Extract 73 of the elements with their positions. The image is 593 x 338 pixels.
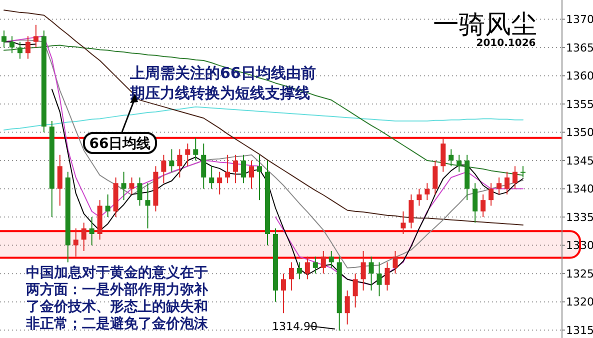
y-tick-label: 1345 xyxy=(566,154,593,168)
candlestick xyxy=(392,250,398,274)
candlestick xyxy=(9,36,14,54)
candlestick xyxy=(408,194,414,229)
candlestick xyxy=(304,256,310,280)
candlestick xyxy=(193,137,198,162)
candlestick xyxy=(344,290,350,325)
candlestick xyxy=(73,228,78,258)
candlestick xyxy=(432,160,438,195)
y-tick-label: 1365 xyxy=(566,41,593,54)
candlestick xyxy=(161,154,166,184)
candlestick xyxy=(456,154,462,172)
y-tick-label: 1350 xyxy=(566,126,593,140)
candlestick xyxy=(296,262,302,280)
candlestick xyxy=(217,171,222,195)
candlestick xyxy=(225,154,230,184)
y-tick-label: 1340 xyxy=(566,182,593,196)
candlestick xyxy=(81,222,86,252)
candlestick xyxy=(57,154,62,206)
candlestick xyxy=(249,160,254,190)
candlestick xyxy=(185,143,190,167)
y-tick-label: 1370 xyxy=(566,13,593,26)
candlestick xyxy=(209,166,214,190)
candlestick xyxy=(424,182,430,201)
candlestick xyxy=(376,262,382,297)
candlestick xyxy=(352,273,358,308)
y-tick-label: 1360 xyxy=(566,70,593,83)
y-tick-label: 1315 xyxy=(566,324,593,337)
candlestick xyxy=(480,194,486,218)
candlestick xyxy=(33,24,38,48)
candlestick xyxy=(368,256,374,292)
candlestick xyxy=(233,154,238,184)
candlestick xyxy=(177,148,182,178)
candlestick xyxy=(384,262,390,292)
annotation: 66日均线 xyxy=(89,136,151,152)
candlestick xyxy=(448,148,454,167)
candlestick xyxy=(89,216,94,246)
annotation: 1314.90 xyxy=(272,320,318,333)
y-tick-label: 1355 xyxy=(566,98,593,111)
y-tick-label: 1325 xyxy=(566,267,593,280)
candlestick xyxy=(2,30,6,48)
candlestick xyxy=(360,250,366,292)
candlestick xyxy=(520,166,526,178)
annotation: 中国加息对于黄金的意义在于两方面：一是外部作用力弥补了金价技术、形态上的缺失和非正常；二是避免了金价泡沫 xyxy=(25,264,209,332)
y-tick-label: 1320 xyxy=(566,296,593,309)
candlestick xyxy=(241,154,246,184)
candlestick xyxy=(496,176,502,195)
chart-title: 一骑风尘 xyxy=(433,10,537,40)
candlestick xyxy=(288,262,294,292)
candlestick xyxy=(17,41,22,60)
candlestick xyxy=(257,154,262,201)
candlestick xyxy=(400,210,406,234)
candlestick xyxy=(105,194,110,218)
candlestick xyxy=(137,176,142,206)
candlestick xyxy=(416,188,422,206)
candlestick xyxy=(504,171,510,195)
candlestick xyxy=(25,36,30,60)
candlestick xyxy=(440,137,446,172)
candlestick xyxy=(512,166,518,190)
candlestick xyxy=(472,182,478,224)
candlestick xyxy=(280,273,286,314)
text: 2010.1026 xyxy=(476,38,536,49)
y-tick-label: 1335 xyxy=(566,210,593,224)
candlestick xyxy=(312,256,318,274)
candlestick xyxy=(201,143,206,190)
candlestick xyxy=(488,182,494,206)
candlestick xyxy=(145,182,150,229)
line-series xyxy=(4,106,524,130)
candlestick xyxy=(169,148,174,172)
candlestick xyxy=(320,250,326,274)
candlestick xyxy=(328,250,334,268)
candlestick xyxy=(121,171,126,201)
candlestick xyxy=(129,176,134,195)
